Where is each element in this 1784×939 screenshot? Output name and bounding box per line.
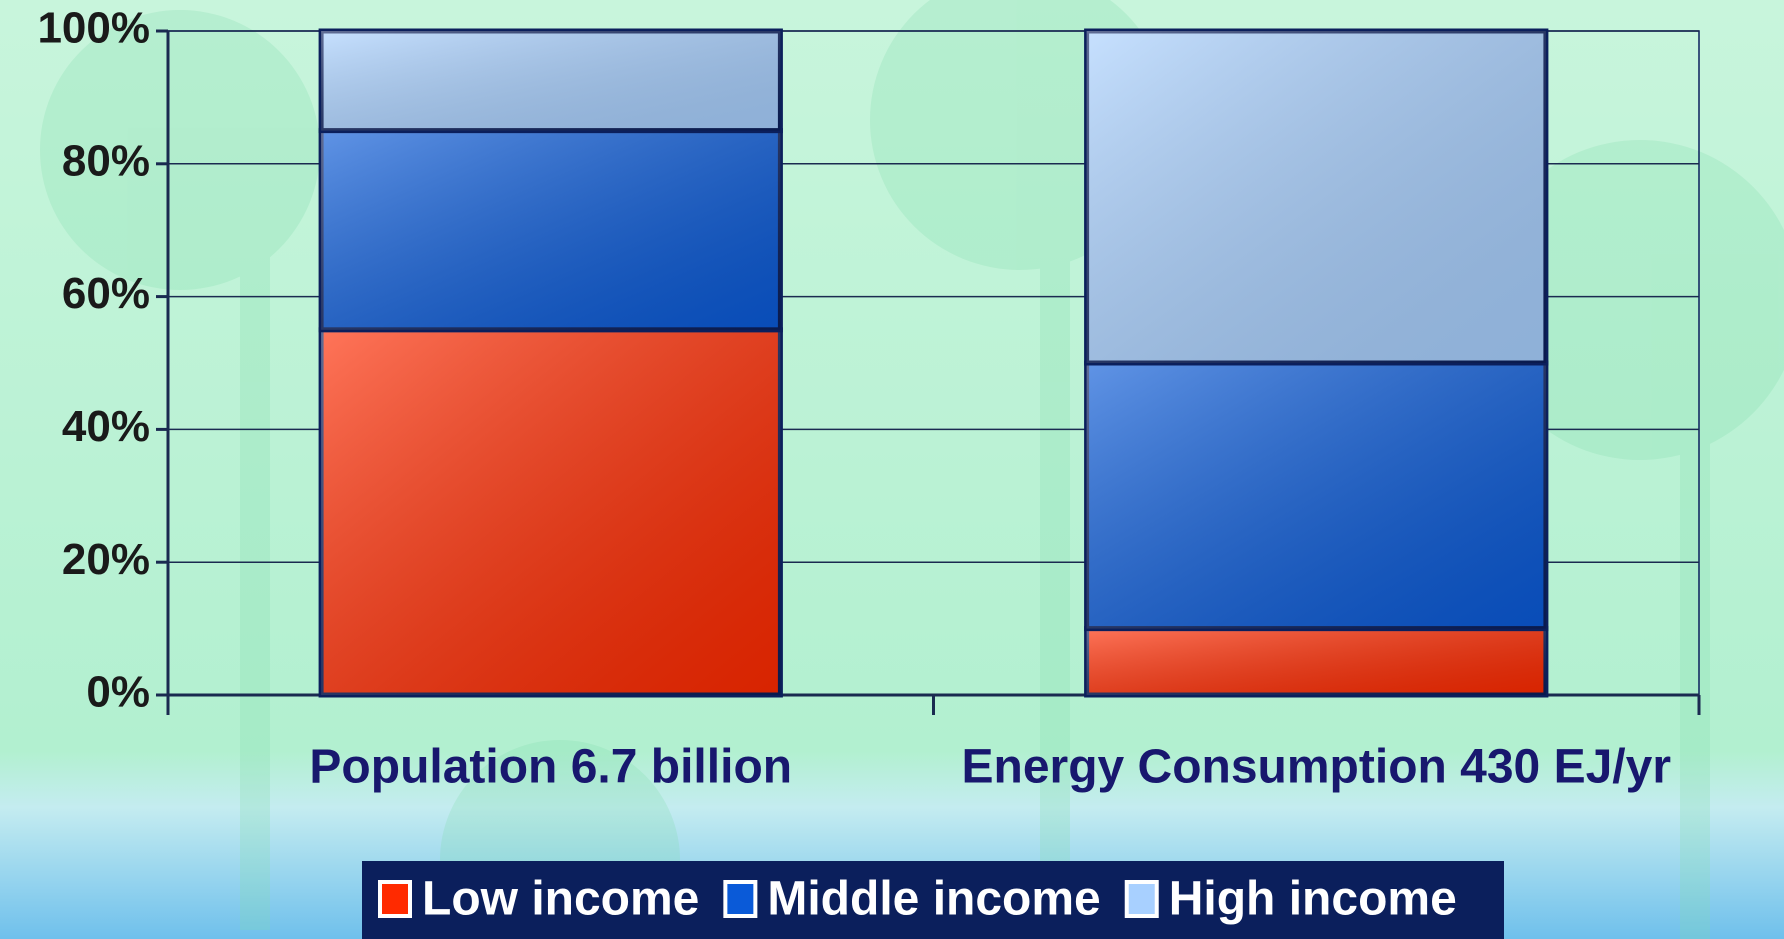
bar-shine bbox=[1086, 628, 1546, 695]
legend-label: High income bbox=[1169, 873, 1457, 926]
bar-shine bbox=[321, 31, 781, 131]
bar-shine bbox=[321, 130, 781, 330]
x-tick-label: Population 6.7 billion bbox=[309, 741, 792, 794]
legend-swatch bbox=[1124, 880, 1159, 918]
y-tick-label: 20% bbox=[62, 535, 150, 584]
bar-shine bbox=[321, 329, 781, 695]
legend-swatch bbox=[723, 880, 758, 918]
legend-swatch bbox=[378, 880, 412, 918]
x-tick-label: Energy Consumption 430 EJ/yr bbox=[961, 741, 1671, 794]
y-tick-label: 40% bbox=[62, 402, 150, 451]
legend-label: Middle income bbox=[767, 873, 1100, 926]
y-tick-label: 100% bbox=[37, 4, 150, 53]
legend-label: Low income bbox=[422, 873, 699, 926]
y-tick-label: 80% bbox=[62, 136, 150, 185]
y-tick-label: 0% bbox=[86, 668, 150, 717]
y-tick-label: 60% bbox=[62, 269, 150, 318]
legend-box bbox=[362, 861, 1504, 939]
bar-shine bbox=[1086, 31, 1546, 363]
bar-shine bbox=[1086, 363, 1546, 629]
